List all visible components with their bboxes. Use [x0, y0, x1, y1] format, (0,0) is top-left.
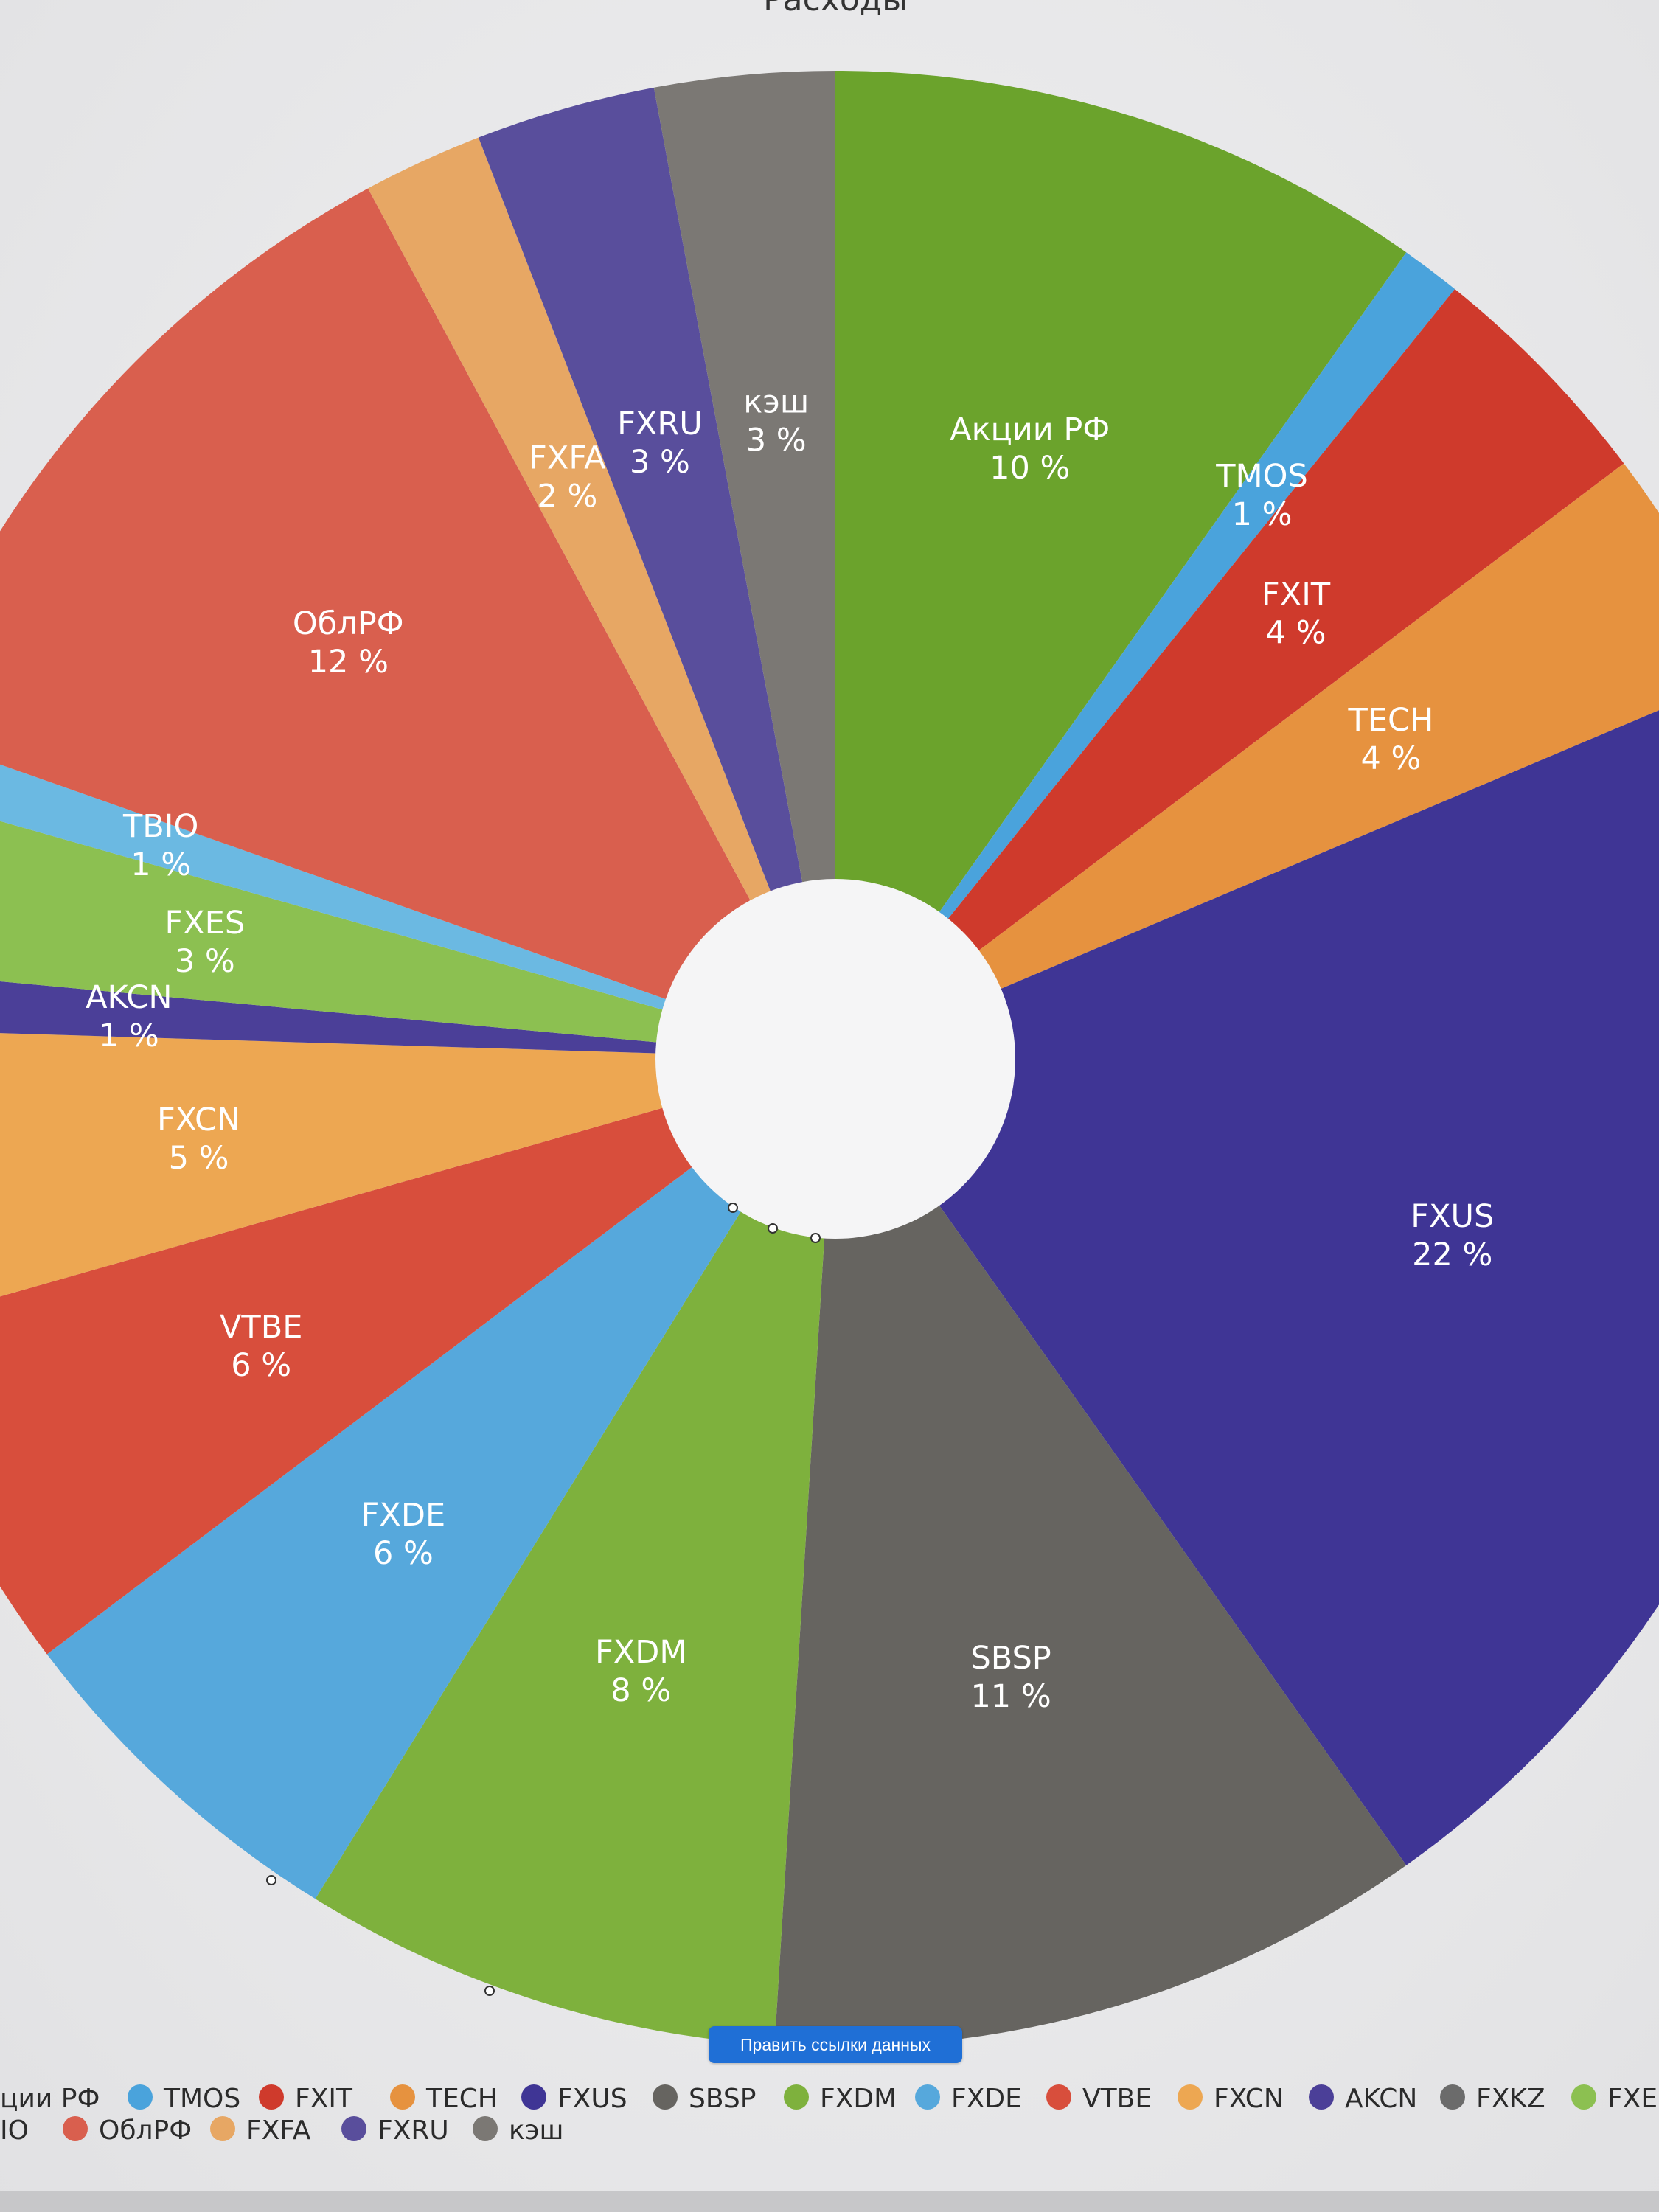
- slice-akcn[interactable]: [0, 967, 835, 1059]
- legend-swatch-item-24: [473, 2116, 498, 2141]
- legend-label-tbio: IO: [0, 2115, 29, 2146]
- slice-label-tmos: TMOS 1 %: [1215, 458, 1308, 533]
- slice-fxit[interactable]: [835, 289, 1624, 1060]
- legend-label-sbsp: SBSP: [689, 2084, 756, 2114]
- legend-swatch-item-21: [63, 2116, 88, 2141]
- slice-label-item-14: ОблРФ 12 %: [293, 605, 404, 681]
- slice-vtbe[interactable]: [0, 1059, 835, 1655]
- slice-fxcn[interactable]: [0, 1029, 835, 1329]
- slice-tbio[interactable]: [0, 731, 835, 1059]
- legend-swatch-tech: [390, 2084, 415, 2110]
- selection-handle[interactable]: [768, 1223, 778, 1234]
- slice-label-sbsp: SBSP 11 %: [970, 1640, 1051, 1715]
- slice-fxdm[interactable]: [315, 1059, 835, 2045]
- slice-item-14[interactable]: [0, 188, 835, 1059]
- legend-label-fxru: FXRU: [378, 2115, 449, 2146]
- slice-label-fxcn: FXCN 5 %: [157, 1102, 240, 1177]
- slice-label-vtbe: VTBE 6 %: [220, 1309, 302, 1384]
- legend-label-tmos: TMOS: [163, 2084, 240, 2114]
- slice-item-0[interactable]: [835, 71, 1407, 1059]
- legend-swatch-vtbe: [1046, 2084, 1071, 2110]
- legend-label-item-21: ОблРФ: [99, 2115, 192, 2146]
- legend-swatch-fxkz: [1440, 2084, 1465, 2110]
- slice-fxru[interactable]: [478, 87, 835, 1060]
- legend-label-fxit: FXIT: [295, 2084, 353, 2114]
- legend-label-fxus: FXUS: [557, 2084, 627, 2114]
- selection-handle[interactable]: [484, 1986, 495, 1996]
- slice-tmos[interactable]: [835, 252, 1455, 1059]
- slice-tech[interactable]: [835, 463, 1659, 1059]
- legend-swatch-akcn: [1309, 2084, 1334, 2110]
- legend-label-akcn: AKCN: [1345, 2084, 1417, 2114]
- slice-label-item-17: кэш 3 %: [743, 384, 809, 459]
- slice-label-item-0: Акции РФ 10 %: [950, 411, 1110, 487]
- donut-hole: [655, 879, 1015, 1239]
- legend-label-fxfa: FXFA: [246, 2115, 311, 2146]
- legend-label-fxcn: FXCN: [1214, 2084, 1284, 2114]
- slice-labels: Акции РФ 10 % TMOS 1 % FXIT 4 %TECH 4 % FXUS 22 …: [86, 384, 1494, 1715]
- slice-label-fxfa: FXFA 2 %: [529, 440, 606, 515]
- legend-swatch-fxit: [259, 2084, 284, 2110]
- legend-swatch-fxfa: [210, 2116, 235, 2141]
- slice-label-fxru: FXRU 3 %: [617, 406, 703, 481]
- slice-fxde[interactable]: [46, 1059, 836, 1899]
- slice-fxus[interactable]: [835, 674, 1659, 1865]
- legend-label-fxes: FXES: [1607, 2084, 1659, 2114]
- selection-handle[interactable]: [266, 1875, 276, 1885]
- legend: ции РФ TMOS FXIT TECH FXUS SBSP FXDM FXDE VTBE FX…: [0, 2084, 1659, 2146]
- edit-data-links-button[interactable]: Править ссылки данных: [709, 2026, 962, 2063]
- slice-fxes[interactable]: [0, 788, 835, 1059]
- legend-label-item-24: кэш: [509, 2115, 563, 2146]
- legend-swatch-fxes: [1571, 2084, 1596, 2110]
- chart-title: Расходы: [763, 0, 908, 18]
- slice-label-fxus: FXUS 22 %: [1411, 1198, 1494, 1273]
- legend-label-item-0: ции РФ: [0, 2084, 100, 2114]
- legend-swatch-fxus: [521, 2084, 546, 2110]
- legend-swatch-fxde: [915, 2084, 940, 2110]
- legend-label-fxkz: FXKZ: [1476, 2084, 1545, 2114]
- bottom-edge: [0, 2191, 1659, 2212]
- legend-swatch-fxcn: [1178, 2084, 1203, 2110]
- slice-label-fxdm: FXDM 8 %: [595, 1634, 686, 1709]
- legend-swatch-fxdm: [784, 2084, 809, 2110]
- selection-handles: [266, 1203, 821, 1996]
- slice-sbsp[interactable]: [774, 1059, 1407, 2047]
- legend-swatch-tmos: [128, 2084, 153, 2110]
- selection-handle[interactable]: [810, 1233, 821, 1243]
- legend-swatch-fxru: [341, 2116, 366, 2141]
- legend-label-fxdm: FXDM: [820, 2084, 897, 2114]
- slice-label-fxit: FXIT 4 %: [1262, 576, 1331, 651]
- slice-label-akcn: AKCN 1 %: [86, 979, 172, 1054]
- slice-label-fxde: FXDE 6 %: [361, 1497, 445, 1572]
- slice-label-tbio: TBIO 1 %: [122, 808, 198, 883]
- legend-label-fxde: FXDE: [951, 2084, 1022, 2114]
- legend-label-tech: TECH: [425, 2084, 498, 2114]
- slice-label-tech: TECH 4 %: [1348, 702, 1434, 777]
- pie-slices: [0, 71, 1659, 2047]
- slice-label-fxes: FXES 3 %: [164, 905, 245, 980]
- selection-handle[interactable]: [728, 1203, 738, 1213]
- slice-item-17[interactable]: [653, 71, 835, 1059]
- slice-fxfa[interactable]: [368, 137, 835, 1060]
- legend-swatch-sbsp: [653, 2084, 678, 2110]
- legend-label-vtbe: VTBE: [1082, 2084, 1152, 2114]
